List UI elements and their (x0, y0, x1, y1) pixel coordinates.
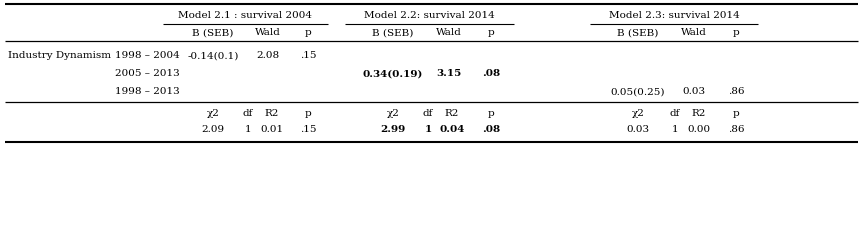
Text: χ2: χ2 (632, 109, 645, 118)
Text: 1998 – 2013: 1998 – 2013 (115, 87, 180, 96)
Text: df: df (422, 109, 433, 118)
Text: 0.01: 0.01 (260, 125, 283, 134)
Text: Model 2.1 : survival 2004: Model 2.1 : survival 2004 (179, 11, 313, 20)
Text: 1: 1 (424, 125, 432, 134)
Text: 0.00: 0.00 (688, 125, 710, 134)
Text: p: p (733, 109, 740, 118)
Text: 0.03: 0.03 (626, 125, 650, 134)
Text: .08: .08 (482, 125, 500, 134)
Text: χ2: χ2 (206, 109, 219, 118)
Text: df: df (670, 109, 680, 118)
Text: .86: .86 (727, 87, 744, 96)
Text: p: p (733, 28, 740, 37)
Text: B (SEB): B (SEB) (372, 28, 414, 37)
Text: χ2: χ2 (386, 109, 399, 118)
Text: 0.04: 0.04 (439, 125, 465, 134)
Text: .08: .08 (482, 69, 500, 78)
Text: -0.14(0.1): -0.14(0.1) (187, 51, 238, 60)
Text: Wald: Wald (436, 28, 462, 37)
Text: R2: R2 (692, 109, 706, 118)
Text: p: p (487, 28, 494, 37)
Text: Industry Dynamism: Industry Dynamism (8, 51, 111, 60)
Text: 3.15: 3.15 (436, 69, 461, 78)
Text: B (SEB): B (SEB) (193, 28, 233, 37)
Text: p: p (487, 109, 494, 118)
Text: B (SEB): B (SEB) (617, 28, 658, 37)
Text: 0.34(0.19): 0.34(0.19) (363, 69, 423, 78)
Text: Wald: Wald (681, 28, 707, 37)
Text: 0.05(0.25): 0.05(0.25) (611, 87, 665, 96)
Text: 2005 – 2013: 2005 – 2013 (115, 69, 180, 78)
Text: 0.03: 0.03 (683, 87, 706, 96)
Text: p: p (305, 28, 311, 37)
Text: 1: 1 (671, 125, 678, 134)
Text: Model 2.3: survival 2014: Model 2.3: survival 2014 (608, 11, 740, 20)
Text: Model 2.2: survival 2014: Model 2.2: survival 2014 (364, 11, 495, 20)
Text: Wald: Wald (255, 28, 281, 37)
Text: 2.09: 2.09 (201, 125, 225, 134)
Text: .15: .15 (300, 51, 316, 60)
Text: R2: R2 (264, 109, 279, 118)
Text: .15: .15 (300, 125, 316, 134)
Text: df: df (243, 109, 253, 118)
Text: 2.99: 2.99 (380, 125, 405, 134)
Text: 1998 – 2004: 1998 – 2004 (115, 51, 180, 60)
Text: R2: R2 (445, 109, 459, 118)
Text: p: p (305, 109, 311, 118)
Text: .86: .86 (727, 125, 744, 134)
Text: 2.08: 2.08 (257, 51, 280, 60)
Text: 1: 1 (245, 125, 251, 134)
